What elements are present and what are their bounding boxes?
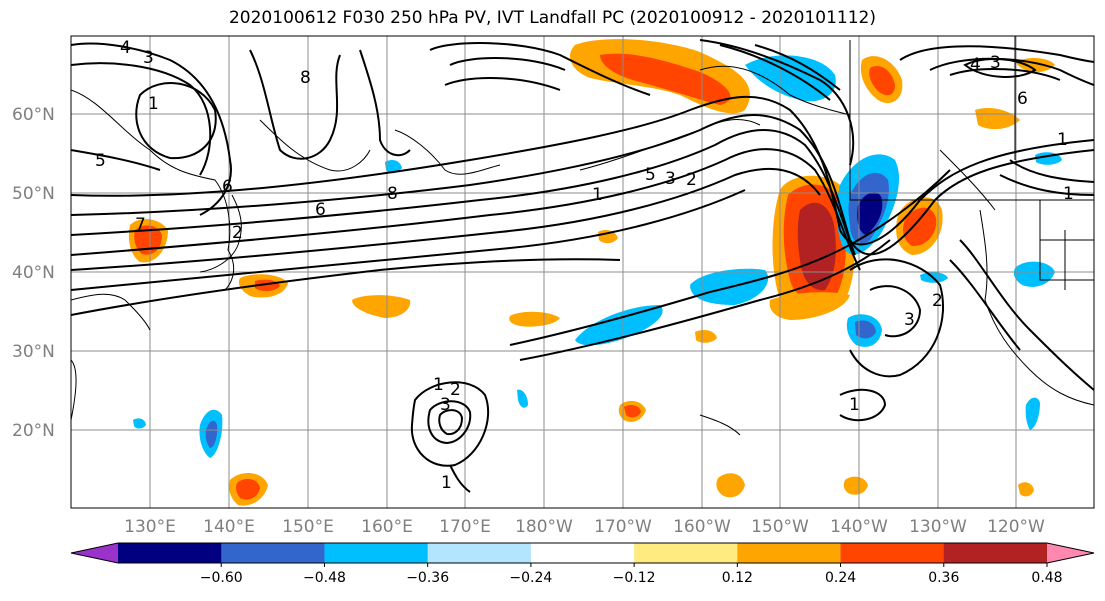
colorbar-swatch <box>737 543 842 563</box>
lon-label: 120°W <box>987 517 1045 537</box>
lon-label: 130°W <box>909 517 967 537</box>
colorbar-swatch <box>530 543 635 563</box>
colorbar-tick-label: 0.48 <box>1031 570 1062 586</box>
svg-text:4: 4 <box>970 55 981 75</box>
colorbar-swatch <box>324 543 429 563</box>
svg-text:1: 1 <box>1063 184 1074 204</box>
colorbar-tick-label: −0.60 <box>200 570 243 586</box>
colorbar-swatch <box>943 543 1048 563</box>
colorbar-tick-label: −0.24 <box>509 570 552 586</box>
colorbar-outline <box>70 542 1095 564</box>
svg-text:2: 2 <box>450 380 461 400</box>
svg-text:1: 1 <box>592 185 603 205</box>
colorbar-extension-high <box>1047 543 1094 563</box>
svg-text:3: 3 <box>904 310 915 330</box>
lon-label: 140°E <box>203 517 255 537</box>
svg-text:1: 1 <box>433 375 444 395</box>
colorbar-tick-label: −0.12 <box>613 570 656 586</box>
svg-text:1: 1 <box>148 94 159 114</box>
lon-label: 170°W <box>594 517 652 537</box>
lat-label: 50°N <box>12 184 55 204</box>
lat-label: 60°N <box>12 105 55 125</box>
colorbar-swatch <box>840 543 945 563</box>
lon-label: 180°W <box>515 517 573 537</box>
svg-text:2: 2 <box>232 223 243 243</box>
lat-label: 20°N <box>12 421 55 441</box>
colorbar-swatch <box>118 543 222 563</box>
latitude-labels: 60°N 50°N 40°N 30°N 20°N <box>12 105 55 441</box>
svg-text:6: 6 <box>1017 89 1028 109</box>
svg-text:1: 1 <box>849 395 860 415</box>
pv-contours <box>71 39 1094 493</box>
svg-text:6: 6 <box>315 200 326 220</box>
graticule <box>71 36 1094 508</box>
svg-text:5: 5 <box>645 165 656 185</box>
colorbar-tick-label: 0.36 <box>928 570 959 586</box>
colorbar-swatch <box>221 543 325 563</box>
lat-label: 40°N <box>12 263 55 283</box>
lon-label: 140°W <box>830 517 888 537</box>
svg-text:2: 2 <box>686 170 697 190</box>
svg-text:5: 5 <box>95 151 106 171</box>
colorbar-tick-label: −0.48 <box>303 570 346 586</box>
svg-text:6: 6 <box>222 177 233 197</box>
lon-label: 130°E <box>124 517 176 537</box>
colorbar-tick-label: −0.36 <box>406 570 449 586</box>
lat-label: 30°N <box>12 342 55 362</box>
svg-text:4: 4 <box>120 38 131 58</box>
svg-text:3: 3 <box>143 48 154 68</box>
contour-labels: 4 3 5 8 7 6 2 1 4 3 6 1 1 8 6 5 3 2 1 2 … <box>95 38 1074 493</box>
svg-text:8: 8 <box>387 184 398 204</box>
colorbar-swatch <box>634 543 738 563</box>
svg-text:7: 7 <box>135 215 146 235</box>
negative-anomaly-gulf <box>745 55 836 102</box>
map-frame <box>70 35 1095 509</box>
colorbar: −0.60 −0.48 −0.36 −0.24 −0.12 0.12 0.24 0.36 0.4… <box>70 542 1095 586</box>
shaded-anomalies <box>128 39 1062 506</box>
map-title: 2020100612 F030 250 hPa PV, IVT Landfall… <box>228 8 876 28</box>
svg-text:3: 3 <box>665 169 676 189</box>
lon-label: 170°E <box>439 517 491 537</box>
svg-text:3: 3 <box>990 53 1001 73</box>
colorbar-extension-low <box>71 543 118 563</box>
colorbar-tick-label: 0.24 <box>825 570 856 586</box>
colorbar-swatch <box>427 543 532 563</box>
svg-text:8: 8 <box>300 68 311 88</box>
svg-text:1: 1 <box>441 473 452 493</box>
colorbar-tick-label: 0.12 <box>722 570 753 586</box>
svg-text:2: 2 <box>932 291 943 311</box>
lon-label: 160°W <box>673 517 731 537</box>
svg-text:1: 1 <box>1057 130 1068 150</box>
longitude-labels: 130°E 140°E 150°E 160°E 170°E 180°W 170°… <box>124 517 1045 537</box>
lon-label: 160°E <box>361 517 413 537</box>
lon-label: 150°W <box>751 517 809 537</box>
lon-label: 150°E <box>282 517 334 537</box>
svg-text:3: 3 <box>440 395 451 415</box>
